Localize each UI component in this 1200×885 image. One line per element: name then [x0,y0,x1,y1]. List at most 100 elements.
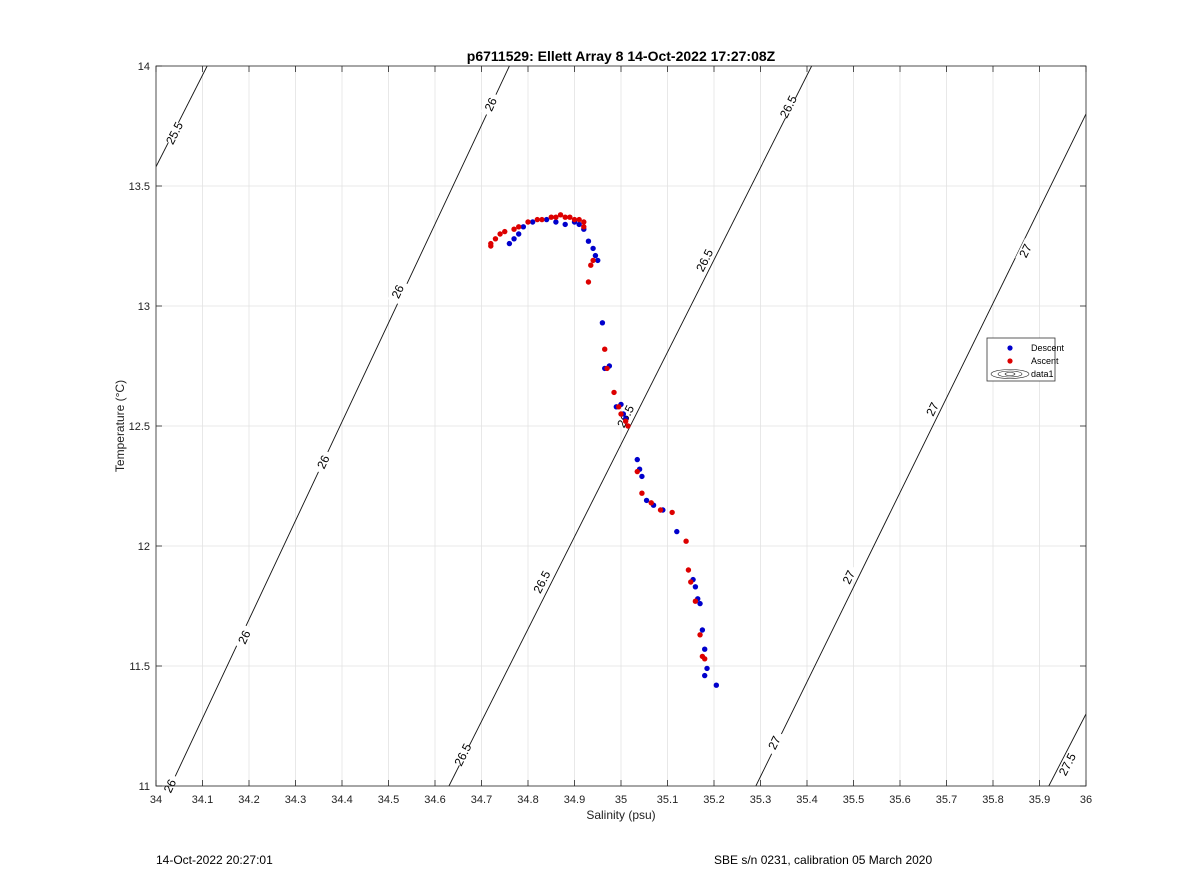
legend-descent-label: Descent [1031,343,1065,353]
ascent-point [615,404,622,410]
data-points [488,212,720,688]
legend-contour-icon [990,369,1030,379]
ascent-point [622,418,629,424]
isopycnal-label-26: 26 [314,453,332,471]
legend-ascent-label: Ascent [1031,356,1059,366]
ascent-point [502,228,508,235]
ascent-point [611,389,617,396]
descent-point [585,238,592,244]
ascent-point [557,212,564,218]
ascent-point [553,214,559,220]
ascent-point [548,214,554,220]
x-tick-label: 34.5 [378,794,399,806]
y-axis-label: Temperature (°C) [113,380,127,472]
descent-point [713,682,720,688]
y-tick-label: 13.5 [129,181,150,193]
ascent-point [562,214,568,220]
y-tick-label: 12.5 [129,421,150,433]
descent-point [702,646,708,652]
descent-point [699,627,706,633]
legend-ascent-marker [1007,358,1013,364]
x-tick-label: 34.7 [471,794,492,806]
footer-calibration: SBE s/n 0231, calibration 05 March 2020 [714,853,933,867]
x-tick-label: 36 [1080,794,1092,806]
descent-point [634,456,640,463]
isopycnal-label-bg [234,624,255,650]
isopycnal-label-27: 27 [1016,241,1035,259]
y-tick-label: 12 [138,541,150,553]
descent-point [639,473,645,480]
x-tick-label: 34.4 [331,794,352,806]
isopycnal-line-26 [170,66,510,786]
isopycnal-label-bg [838,564,860,590]
legend-box [986,337,1056,382]
isopycnal-label-27: 27 [765,733,784,751]
x-tick-label: 34.2 [238,794,259,806]
isopycnal-label-bg [313,449,334,475]
ascent-point [618,411,624,417]
y-tick-label: 13 [138,301,150,313]
y-tick-label: 14 [138,61,150,73]
isopycnal-line-25.5 [156,66,208,168]
isopycnal-label-bg [452,742,474,768]
legend-contour-label: data1 [1031,369,1054,379]
descent-point [543,216,550,223]
legend-descent-marker [1007,345,1013,351]
isopycnal-line-27.5 [1048,713,1086,786]
ascent-point [683,538,689,544]
y-tick-label: 11 [139,781,150,793]
ascent-point [648,500,654,506]
descent-point [516,231,522,237]
descent-point [520,224,527,230]
descent-point [692,584,699,590]
descent-point [562,221,568,228]
ascent-point [488,240,494,247]
series-descent [506,216,720,688]
ascent-point [534,216,540,223]
isopycnal-label-26: 26 [482,95,500,113]
x-axis-label: Salinity (psu) [586,808,655,822]
x-tick-label: 34.1 [192,794,213,806]
descent-point [576,221,582,228]
isopycnal-label-27: 27 [923,400,942,418]
isopycnal-label-26: 26 [389,282,407,300]
isopycnal-label-bg [164,120,185,146]
descent-point [704,665,710,672]
descent-point [553,219,559,225]
isopycnal-label-bg [531,569,553,595]
x-tick-label: 34.9 [564,794,585,806]
ascent-point [692,598,699,604]
ascent-point [588,262,594,268]
x-tick-label: 35.7 [936,794,957,806]
descent-point [592,252,599,259]
descent-point [506,240,513,247]
ascent-point [581,219,587,225]
x-tick-label: 34.8 [517,794,538,806]
x-tick-label: 35.8 [982,794,1003,806]
isopycnal-label-27: 27 [840,568,859,586]
x-tick-label: 35.3 [750,794,771,806]
ascent-point [581,224,587,230]
ascent-point [585,279,592,285]
descent-point [674,528,680,535]
descent-point [590,245,596,252]
ascent-point [511,226,517,232]
ascent-point [497,231,503,237]
ascent-point [685,567,692,573]
descent-point [643,497,650,504]
isopycnal-label-bg [1057,751,1078,777]
ascent-point [539,216,545,223]
ascent-point [657,507,664,513]
isopycnal-label-bg [764,730,785,756]
isopycnal-label-bg [778,94,799,120]
ascent-point [602,346,608,352]
x-tick-label: 35.9 [1029,794,1050,806]
isopycnal-label-bg [387,279,408,305]
footer-timestamp: 14-Oct-2022 20:27:01 [156,853,273,867]
descent-point [599,320,606,326]
x-tick-label: 34.3 [285,794,306,806]
isopycnal-label-bg [1015,238,1036,264]
descent-point [697,600,703,607]
ascent-point [702,656,708,662]
